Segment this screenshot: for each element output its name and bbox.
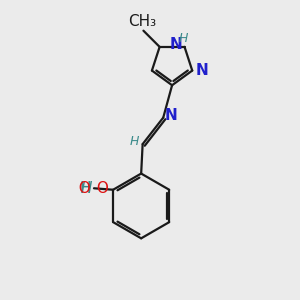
Text: O: O <box>92 181 109 196</box>
Text: H: H <box>80 181 92 196</box>
Text: O: O <box>69 181 91 196</box>
Text: N: N <box>165 108 178 123</box>
Text: H: H <box>178 32 188 45</box>
Text: H: H <box>80 181 91 196</box>
Text: H: H <box>130 135 139 148</box>
Text: N: N <box>169 37 182 52</box>
Text: CH₃: CH₃ <box>128 14 156 29</box>
Text: N: N <box>196 63 208 78</box>
